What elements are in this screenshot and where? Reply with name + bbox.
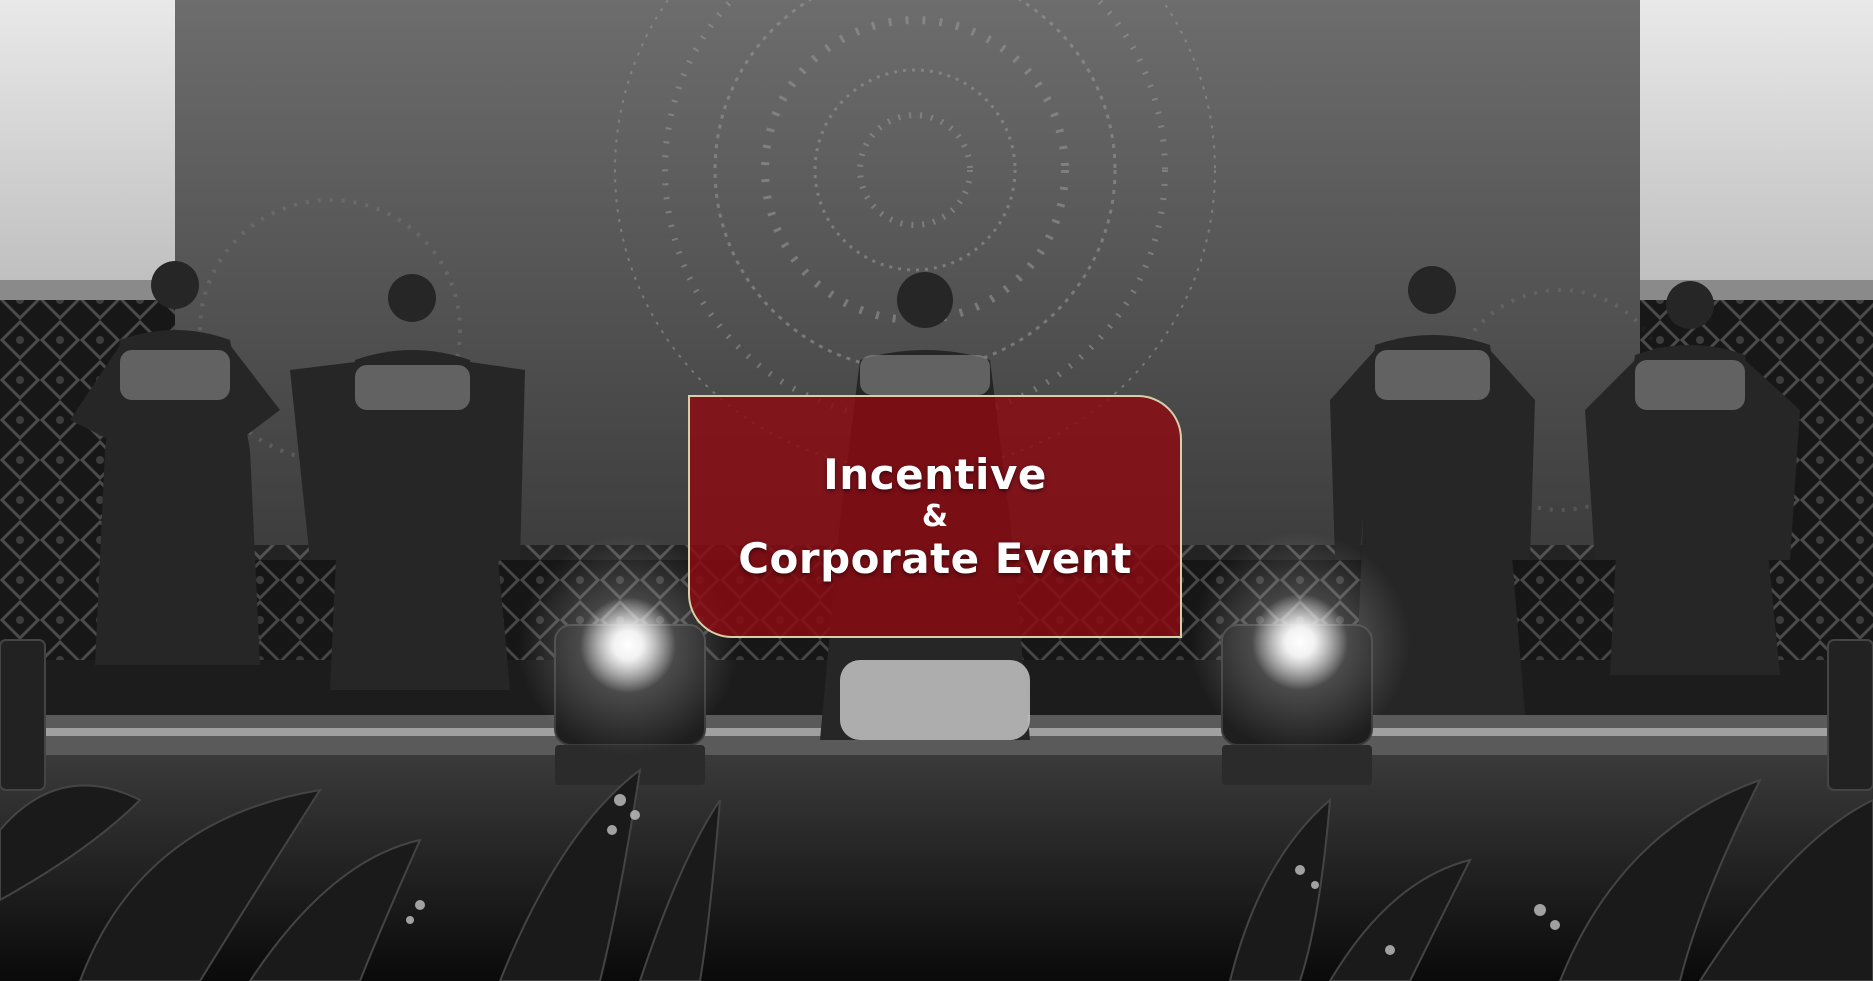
title-line-incentive: Incentive bbox=[823, 449, 1047, 499]
hero-title-card: Incentive & Corporate Event bbox=[688, 395, 1182, 638]
title-line-corporate-event: Corporate Event bbox=[738, 533, 1132, 583]
title-line-ampersand: & bbox=[921, 498, 949, 534]
